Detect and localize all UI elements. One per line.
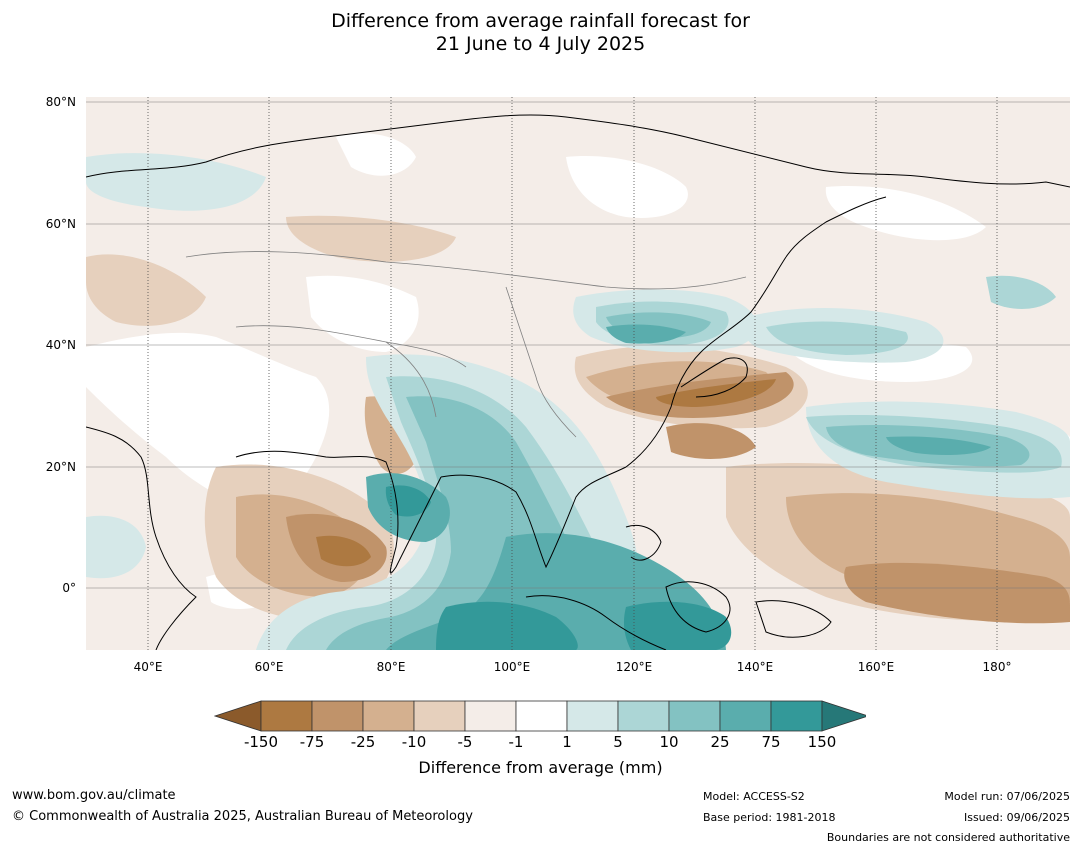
lon-label-180: 180° bbox=[982, 660, 1012, 674]
colorbar-swatch bbox=[566, 700, 619, 732]
colorbar-swatch bbox=[464, 700, 517, 732]
colorbar-swatch bbox=[311, 700, 364, 732]
lon-label-100e: 100°E bbox=[493, 660, 531, 674]
lon-label-140e: 140°E bbox=[736, 660, 774, 674]
colorbar-tick: 5 bbox=[613, 733, 623, 751]
lat-label-40n: 40°N bbox=[45, 338, 76, 352]
footer-model-run: Model run: 07/06/2025 bbox=[944, 790, 1070, 803]
lat-label-0: 0° bbox=[62, 581, 76, 595]
colorbar-swatch bbox=[362, 700, 415, 732]
colorbar-swatch bbox=[668, 700, 721, 732]
footer-model: Model: ACCESS-S2 bbox=[703, 790, 805, 803]
colorbar-swatch bbox=[719, 700, 772, 732]
colorbar-tick: 1 bbox=[562, 733, 572, 751]
footer-base-period: Base period: 1981-2018 bbox=[703, 811, 836, 824]
colorbar-label: Difference from average (mm) bbox=[418, 758, 663, 777]
colorbar-tick: -1 bbox=[508, 733, 524, 751]
lat-label-20n: 20°N bbox=[45, 460, 76, 474]
colorbar-arrow-left bbox=[214, 700, 262, 732]
lon-label-60e: 60°E bbox=[254, 660, 284, 674]
chart-title-line1: Difference from average rainfall forecas… bbox=[331, 10, 750, 32]
lon-label-80e: 80°E bbox=[376, 660, 406, 674]
colorbar-tick: -75 bbox=[299, 733, 325, 751]
lat-label-60n: 60°N bbox=[45, 217, 76, 231]
colorbar-arrow-right bbox=[821, 700, 866, 732]
footer-url[interactable]: www.bom.gov.au/climate bbox=[12, 788, 176, 803]
lon-label-120e: 120°E bbox=[615, 660, 653, 674]
colorbar-swatch bbox=[515, 700, 568, 732]
colorbar bbox=[214, 700, 866, 732]
lat-label-80n: 80°N bbox=[45, 95, 76, 109]
colorbar-tick: 75 bbox=[761, 733, 781, 751]
colorbar-tick: -150 bbox=[243, 733, 279, 751]
chart-title-line2: 21 June to 4 July 2025 bbox=[435, 33, 646, 55]
lon-label-40e: 40°E bbox=[133, 660, 163, 674]
colorbar-tick: 150 bbox=[807, 733, 837, 751]
footer-disclaimer: Boundaries are not considered authoritat… bbox=[826, 831, 1070, 844]
footer-copyright: © Commonwealth of Australia 2025, Austra… bbox=[12, 809, 473, 824]
rainfall-anomaly-map bbox=[86, 97, 1070, 650]
colorbar-swatch bbox=[617, 700, 670, 732]
colorbar-swatch bbox=[770, 700, 823, 732]
colorbar-tick: 10 bbox=[659, 733, 679, 751]
colorbar-tick: -5 bbox=[457, 733, 473, 751]
colorbar-swatch bbox=[413, 700, 466, 732]
colorbar-tick: -25 bbox=[350, 733, 376, 751]
colorbar-tick: -10 bbox=[401, 733, 427, 751]
footer-issued: Issued: 09/06/2025 bbox=[963, 811, 1070, 824]
colorbar-tick: 25 bbox=[710, 733, 730, 751]
lon-label-160e: 160°E bbox=[857, 660, 895, 674]
colorbar-swatch bbox=[260, 700, 313, 732]
